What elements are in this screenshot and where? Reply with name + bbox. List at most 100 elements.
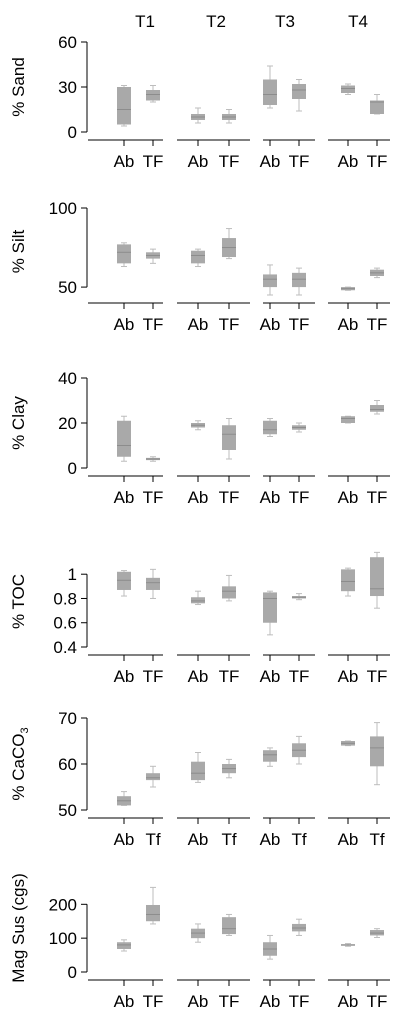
panel-2-box-t3-ab (263, 274, 277, 288)
panel-6-x-tick-label-t3-tf: TF (289, 992, 310, 1011)
panel-1-x-tick-label-t1-ab: Ab (114, 152, 135, 171)
panel-1-box-t4-tf (370, 100, 384, 114)
panel-1-x-tick-label-t4-tf: TF (367, 152, 388, 171)
panel-1-x-tick-label-t4-ab: Ab (338, 152, 359, 171)
panel-3-x-tick-label-t4-ab: Ab (338, 488, 359, 507)
panel-6-x-tick-label-t3-ab: Ab (260, 992, 281, 1011)
panel-2-x-tick-label-t4-tf: TF (367, 315, 388, 334)
panel-4-y-label: % TOC (9, 574, 28, 629)
panel-1-x-tick-label-t1-tf: TF (143, 152, 164, 171)
panel-5-x-tick-label-t4-tf: Tf (369, 830, 384, 849)
panel-3-box-t4-tf (370, 405, 384, 412)
panel-5-x-tick-label-t3-ab: Ab (260, 830, 281, 849)
panel-2-x-tick-label-t2-tf: TF (219, 315, 240, 334)
panel-2-box-t1-ab (117, 244, 131, 264)
panel-1-x-tick-label-t2-tf: TF (219, 152, 240, 171)
panel-1-y-tick-label: 30 (58, 78, 77, 97)
panel-4-x-tick-label-t1-tf: TF (143, 667, 164, 686)
panel-4-y-tick-label: 0.4 (53, 638, 77, 657)
panel-6-y-tick-label: 200 (49, 895, 77, 914)
panel-4-x-tick-label-t1-ab: Ab (114, 667, 135, 686)
panel-3-box-t3-ab (263, 420, 277, 435)
panel-1-box-t3-ab (263, 79, 277, 105)
panel-6-box-t1-tf (146, 904, 160, 922)
panel-5-y-label: % CaCO3 (9, 727, 31, 800)
panel-3-y-tick-label: 0 (68, 459, 77, 478)
panel-4-box-t4-ab (341, 569, 355, 592)
panel-5-box-t4-tf (370, 736, 384, 767)
panel-1-y-tick-label: 60 (58, 33, 77, 52)
panel-6-y-tick-label: 100 (49, 929, 77, 948)
panel-4-box-t4-tf (370, 557, 384, 597)
panel-2-box-t2-ab (191, 250, 205, 264)
panel-5-box-t3-ab (263, 750, 277, 762)
panel-1-x-tick-label-t3-ab: Ab (260, 152, 281, 171)
panel-1-x-tick-label-t3-tf: TF (289, 152, 310, 171)
panel-2-x-tick-label-t3-tf: TF (289, 315, 310, 334)
column-title-t4: T4 (348, 12, 368, 31)
panel-5-y-tick-label: 70 (58, 709, 77, 728)
column-title-t1: T1 (135, 12, 155, 31)
panel-1-box-t4-ab (341, 85, 355, 93)
panel-4-x-tick-label-t4-ab: Ab (338, 667, 359, 686)
column-title-t2: T2 (206, 12, 226, 31)
panel-4-x-tick-label-t3-ab: Ab (260, 667, 281, 686)
panel-3-box-t1-ab (117, 420, 131, 457)
panel-5-x-tick-label-t2-tf: Tf (221, 830, 236, 849)
panel-3-x-tick-label-t3-tf: TF (289, 488, 310, 507)
panel-1-box-t3-tf (292, 84, 306, 99)
panel-6-x-tick-label-t2-tf: TF (219, 992, 240, 1011)
panel-6-x-tick-label-t4-tf: TF (367, 992, 388, 1011)
panel-3-box-t4-ab (341, 416, 355, 423)
panel-4-x-tick-label-t2-tf: TF (219, 667, 240, 686)
panel-3-y-label: % Clay (9, 396, 28, 450)
panel-6-x-tick-label-t1-tf: TF (143, 992, 164, 1011)
panel-1-y-tick-label: 0 (68, 123, 77, 142)
panel-2-x-tick-label-t4-ab: Ab (338, 315, 359, 334)
panel-3-x-tick-label-t1-ab: Ab (114, 488, 135, 507)
panel-5-y-tick-label: 60 (58, 755, 77, 774)
panel-5-x-tick-label-t1-tf: Tf (145, 830, 160, 849)
panel-1-box-t1-ab (117, 87, 131, 125)
panel-2-x-tick-label-t1-ab: Ab (114, 315, 135, 334)
panel-5-box-t1-tf (146, 773, 160, 781)
panel-2-x-tick-label-t3-ab: Ab (260, 315, 281, 334)
panel-5-box-t2-ab (191, 761, 205, 781)
panel-3-x-tick-label-t2-ab: Ab (188, 488, 209, 507)
panel-4-box-t1-tf (146, 577, 160, 590)
panel-6-box-t1-ab (117, 942, 131, 949)
panel-6-box-t2-tf (222, 917, 236, 935)
panel-2-y-tick-label: 100 (49, 199, 77, 218)
panel-6-x-tick-label-t1-ab: Ab (114, 992, 135, 1011)
panel-5-x-tick-label-t2-ab: Ab (188, 830, 209, 849)
panel-2-y-tick-label: 50 (58, 278, 77, 297)
panel-5-x-tick-label-t3-tf: Tf (291, 830, 306, 849)
panel-6-y-tick-label: 0 (68, 963, 77, 982)
panel-4-box-t2-tf (222, 586, 236, 599)
panel-5-y-label-subscript: 3 (19, 727, 31, 733)
panel-4-x-tick-label-t3-tf: TF (289, 667, 310, 686)
panel-6-x-tick-label-t2-ab: Ab (188, 992, 209, 1011)
panel-4-box-t2-ab (191, 597, 205, 604)
panel-2-y-label: % Silt (9, 230, 28, 274)
panel-6-x-tick-label-t4-ab: Ab (338, 992, 359, 1011)
panel-1-x-tick-label-t2-ab: Ab (188, 152, 209, 171)
panel-3-y-tick-label: 20 (58, 414, 77, 433)
panel-6-y-label: Mag Sus (cgs) (9, 873, 28, 983)
panel-3-x-tick-label-t1-tf: TF (143, 488, 164, 507)
column-title-t3: T3 (275, 12, 295, 31)
panel-4-box-t3-ab (263, 592, 277, 623)
panel-4-box-t1-ab (117, 571, 131, 590)
panel-2-x-tick-label-t1-tf: TF (143, 315, 164, 334)
panel-5-x-tick-label-t1-ab: Ab (114, 830, 135, 849)
panel-1-y-label: % Sand (9, 57, 28, 117)
panel-2-box-t3-tf (292, 272, 306, 288)
panel-5-y-tick-label: 50 (58, 801, 77, 820)
panel-4-y-tick-label: 1 (68, 565, 77, 584)
panel-3-y-tick-label: 40 (58, 369, 77, 388)
panel-3-x-tick-label-t3-ab: Ab (260, 488, 281, 507)
panel-2-x-tick-label-t2-ab: Ab (188, 315, 209, 334)
panel-4-y-tick-label: 0.8 (53, 589, 77, 608)
panel-3-box-t2-tf (222, 425, 236, 450)
panel-5-x-tick-label-t4-ab: Ab (338, 830, 359, 849)
